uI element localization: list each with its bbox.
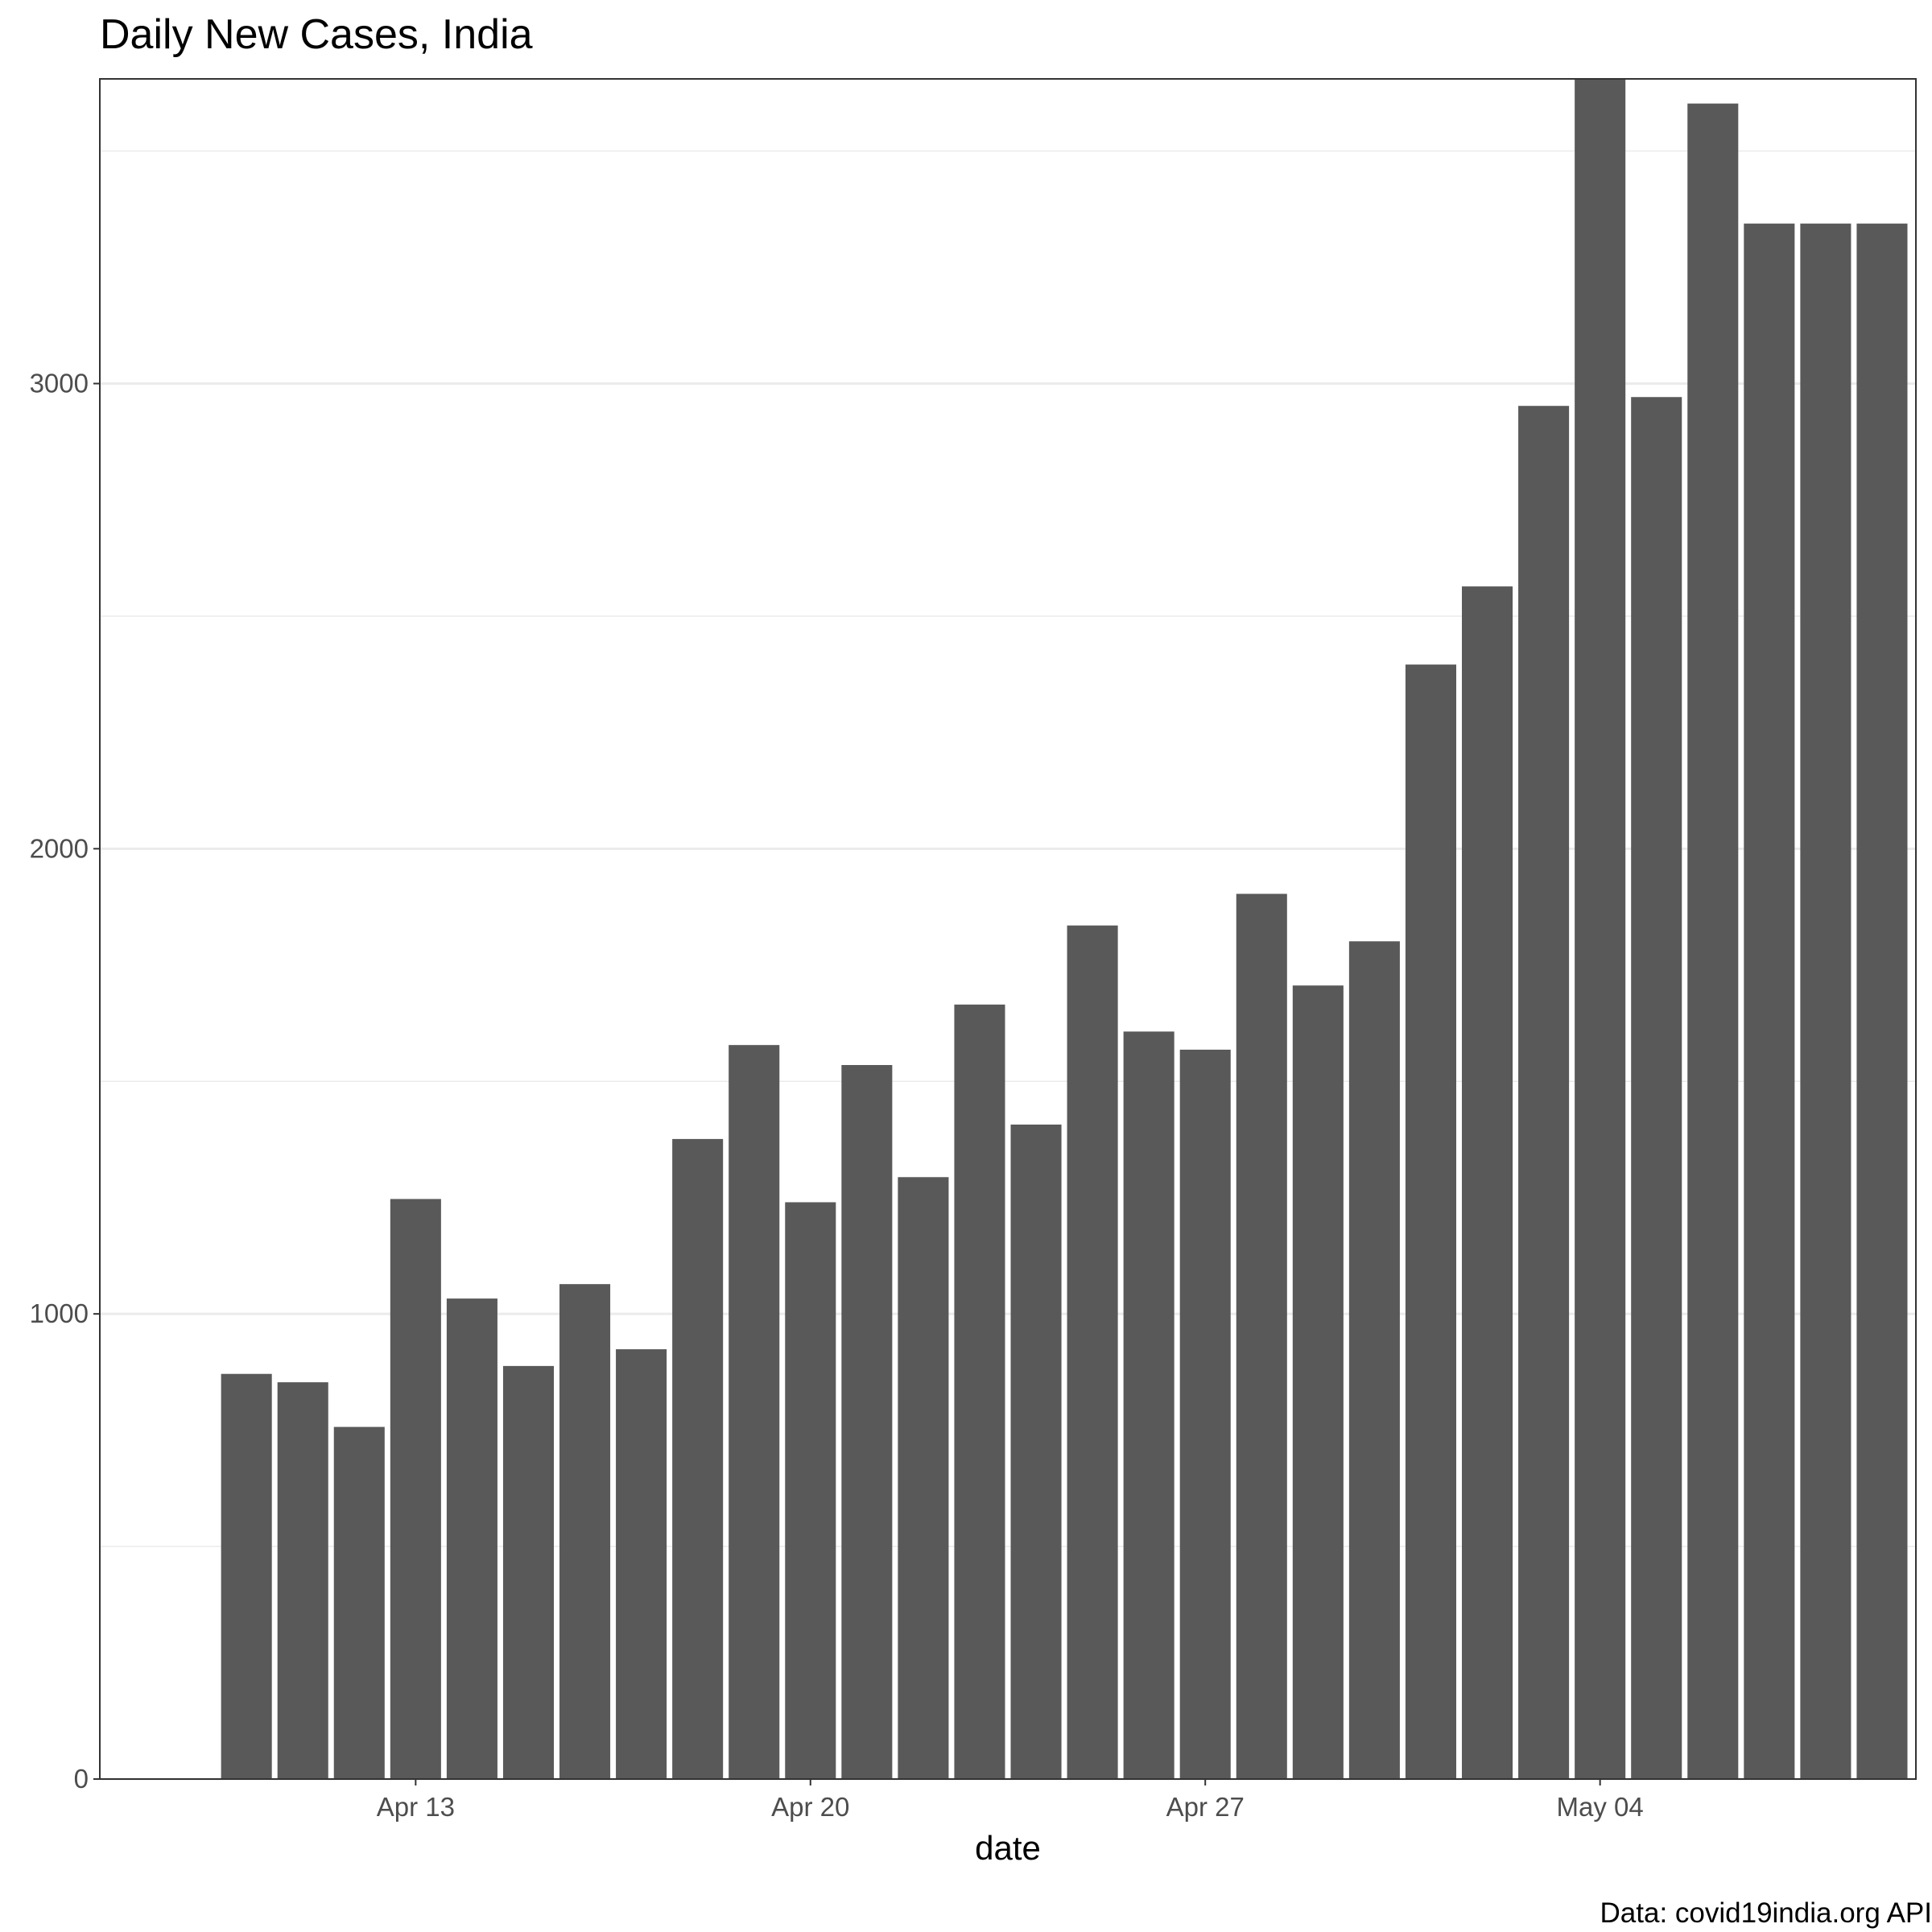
bar <box>1631 397 1682 1779</box>
bar <box>559 1284 611 1779</box>
caption: Data: covid19india.org API <box>1600 1897 1932 1929</box>
bars <box>221 79 1908 1780</box>
bar <box>729 1045 780 1779</box>
plot-border <box>99 78 1917 1780</box>
bar <box>1123 1031 1174 1779</box>
bar <box>333 1426 385 1779</box>
bar <box>221 1373 272 1779</box>
bar <box>1856 223 1908 1780</box>
bar <box>1236 894 1287 1779</box>
bar <box>1010 1124 1062 1779</box>
x-tick-label: May 04 <box>1557 1792 1644 1822</box>
bar <box>1744 223 1795 1780</box>
bar <box>841 1065 893 1779</box>
y-tick-label: 0 <box>74 1764 89 1794</box>
y-tick-label: 2000 <box>30 833 89 863</box>
x-axis: Apr 13 Apr 20 Apr 27 May 04 <box>377 1779 1644 1822</box>
x-tick-label: Apr 13 <box>377 1792 455 1822</box>
x-axis-title: date <box>975 1829 1041 1867</box>
bar <box>1179 1049 1231 1779</box>
bar <box>1462 586 1513 1779</box>
bar <box>390 1199 441 1779</box>
chart-title: Daily New Cases, India <box>100 11 533 58</box>
bar <box>1292 985 1344 1779</box>
bar <box>1518 406 1570 1780</box>
bar <box>898 1177 949 1779</box>
bar <box>1067 925 1118 1779</box>
y-tick-label: 3000 <box>30 368 89 398</box>
bar <box>277 1382 328 1779</box>
bar <box>1575 79 1626 1779</box>
bar <box>672 1138 724 1779</box>
bar <box>446 1298 497 1779</box>
bar <box>1348 941 1400 1779</box>
bar <box>1405 664 1456 1779</box>
bar <box>785 1202 836 1779</box>
x-tick-label: Apr 20 <box>771 1792 849 1822</box>
bar <box>1800 223 1852 1780</box>
y-tick-label: 1000 <box>30 1298 89 1328</box>
bar <box>616 1349 667 1779</box>
bar <box>502 1365 554 1779</box>
y-axis: 0 1000 2000 3000 <box>30 368 100 1794</box>
bar <box>954 1004 1005 1779</box>
x-tick-label: Apr 27 <box>1166 1792 1245 1822</box>
bar <box>1687 103 1739 1779</box>
